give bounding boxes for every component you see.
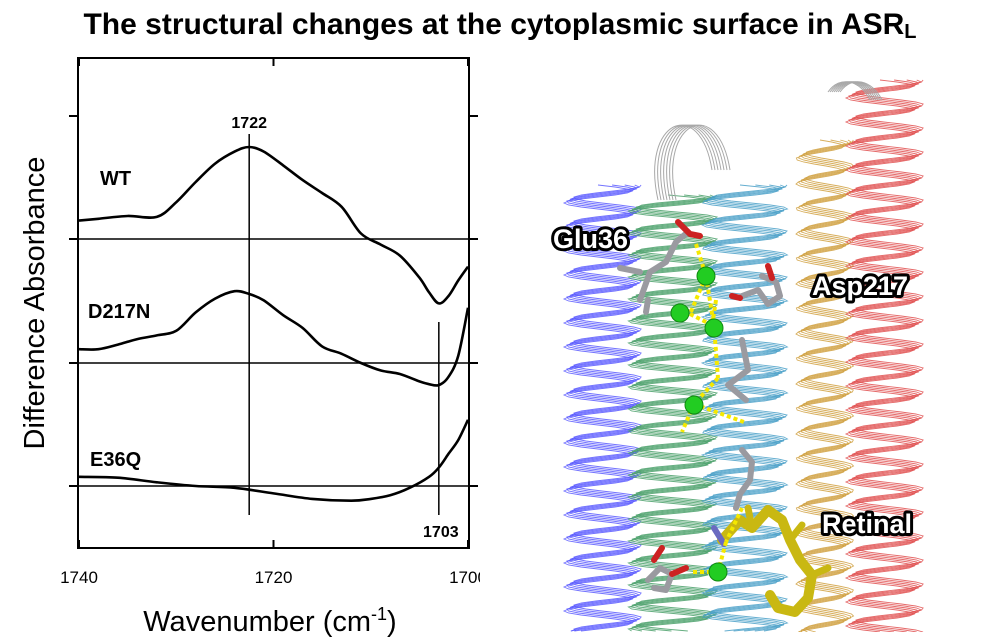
annotation-markers: 1722 1703	[231, 115, 458, 541]
helix-green-strand	[636, 194, 719, 632]
water-sphere	[708, 562, 728, 582]
asp217-stick	[739, 273, 783, 307]
helix-orange-strand	[804, 139, 855, 632]
x-axis-label-sup: -1	[371, 604, 387, 624]
helix-teal-strand	[708, 184, 787, 632]
y-axis-label: Difference Absorbance	[19, 157, 51, 450]
helix-orange-strand	[802, 139, 853, 632]
spectrum-curves	[78, 145, 470, 502]
residue-stick	[725, 337, 751, 403]
curve-d217n	[78, 289, 470, 387]
helix-green	[627, 194, 719, 632]
x-axis-label: Wavenumber (cm-1)	[143, 604, 396, 638]
label-retinal: Retinal	[822, 509, 912, 539]
helix-blue-strand	[568, 184, 638, 632]
hbond-line	[680, 403, 696, 433]
glu36-branch	[617, 265, 651, 315]
water-sphere	[704, 318, 724, 338]
x-axis-label-text: Wavenumber (cm	[143, 606, 371, 638]
water-sphere	[670, 303, 690, 323]
loop-strand	[660, 124, 719, 201]
loop-strand	[654, 124, 713, 201]
label-glu36: Glu36	[553, 224, 628, 254]
axis-ticks	[69, 58, 478, 548]
x-tick-label: 1700	[449, 568, 480, 587]
residue-stick	[733, 447, 755, 511]
water-sphere	[684, 395, 704, 415]
glu36-stick	[637, 229, 691, 303]
hbond-line	[694, 243, 708, 277]
helix-blue-strand	[573, 184, 642, 632]
series-labels: WT D217N E36Q	[88, 168, 150, 471]
loop-strand	[663, 124, 722, 201]
water-sphere	[696, 266, 716, 286]
helix-orange	[795, 139, 855, 632]
residue-oxygen	[651, 545, 689, 577]
helix-orange-strand	[799, 139, 850, 632]
helix-red-strand	[850, 79, 920, 632]
series-label-wt: WT	[100, 168, 131, 190]
loop-strand	[839, 81, 883, 101]
baselines	[79, 238, 468, 487]
annotation-1703: 1703	[423, 524, 459, 541]
loop-strand	[657, 124, 716, 201]
loop-strands	[654, 81, 883, 201]
residue-sticks	[617, 219, 783, 593]
x-tick-labels: 1740 1720 1700	[60, 568, 480, 587]
helix-red-strand	[855, 79, 924, 632]
loop-strand	[669, 124, 728, 201]
spectrum-chart: 1740 1720 1700 1722 1703 WT D217N E36Q Differ…	[19, 57, 480, 638]
hbond-line	[716, 541, 728, 573]
curve-wt	[78, 145, 470, 305]
x-tick-label: 1720	[255, 568, 293, 587]
helix-green-strand	[631, 194, 712, 632]
figure-title: The structural changes at the cytoplasmi…	[0, 8, 1000, 43]
asp217-oxygen	[729, 263, 775, 301]
x-axis-label-close: )	[387, 606, 397, 638]
figure-title-subscript: L	[904, 21, 917, 43]
helix-red	[844, 79, 924, 632]
helix-blue-strand	[566, 184, 635, 632]
helix-orange-strand	[797, 139, 848, 632]
figure-title-text: The structural changes at the cytoplasmi…	[83, 8, 905, 41]
loop-strand	[666, 124, 725, 201]
retinal-molecule	[717, 504, 832, 617]
helix-blue	[562, 184, 642, 632]
series-label-e36q: E36Q	[90, 449, 141, 471]
water-molecules	[670, 266, 728, 582]
series-label-d217n: D217N	[88, 301, 150, 323]
annotation-1722: 1722	[231, 115, 267, 132]
label-asp217: Asp217	[812, 271, 908, 301]
glu36-oxygen	[675, 219, 703, 239]
retinal-branch	[744, 504, 832, 579]
helix-teal-strand	[710, 184, 789, 632]
nitrogen-stick	[711, 525, 727, 547]
curve-e36q	[78, 419, 470, 502]
helix-blue-strand	[562, 184, 634, 632]
hbond-line	[724, 507, 744, 543]
loop-strand	[672, 124, 731, 201]
x-tick-label: 1740	[60, 568, 98, 587]
